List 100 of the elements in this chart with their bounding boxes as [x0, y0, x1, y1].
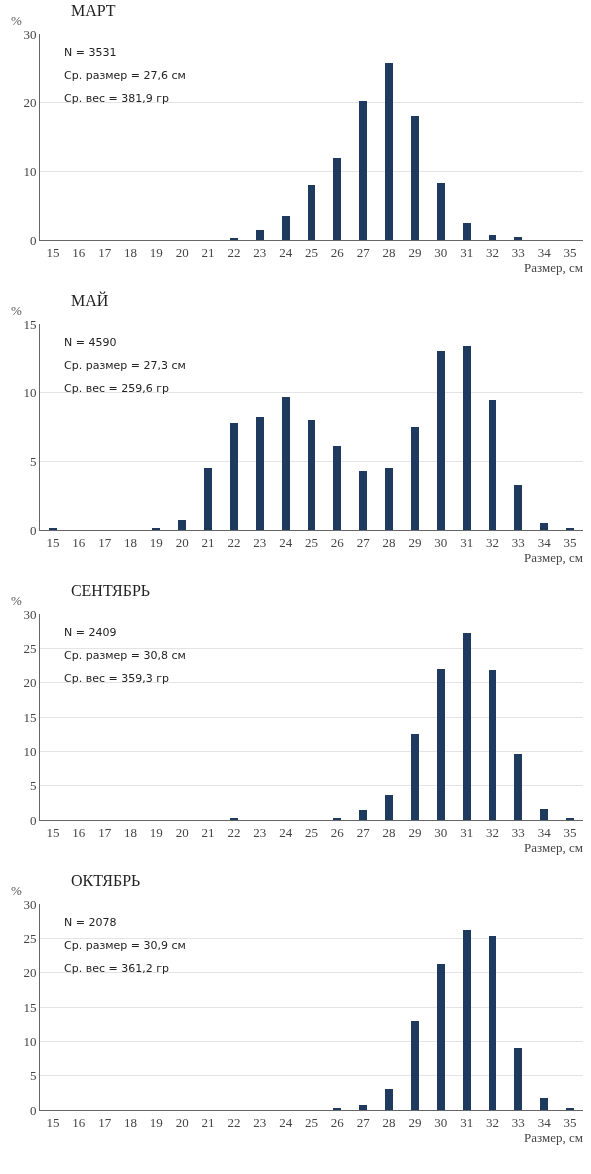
y-tick-label: 25 — [23, 640, 37, 656]
x-tick-label: 19 — [149, 1114, 163, 1130]
bar — [437, 964, 445, 1110]
x-tick-label: 34 — [537, 824, 552, 840]
bar — [437, 351, 445, 530]
bar — [282, 216, 290, 240]
bar — [489, 670, 496, 820]
x-tick-label: 21 — [201, 824, 215, 840]
y-tick-label: 5 — [29, 453, 37, 469]
annotation: N = 2078 — [64, 916, 117, 929]
annotation: Ср. вес = 361,2 гр — [64, 962, 169, 975]
annotation: Ср. размер = 30,9 см — [64, 939, 186, 952]
bar — [359, 810, 367, 820]
bar — [411, 427, 419, 530]
x-tick-label: 23 — [253, 824, 267, 840]
x-tick-label: 27 — [356, 534, 371, 550]
y-axis-title: % — [11, 303, 22, 318]
x-tick-label: 20 — [175, 534, 189, 550]
y-tick-label: 20 — [23, 95, 37, 111]
bar — [514, 237, 522, 240]
x-tick-label: 33 — [511, 244, 525, 260]
x-tick-label: 28 — [382, 1114, 396, 1130]
x-tick-label: 17 — [98, 1114, 112, 1130]
bar — [489, 400, 496, 530]
bar — [178, 520, 186, 530]
annotation: N = 3531 — [64, 46, 117, 59]
x-tick-label: 35 — [563, 824, 577, 840]
x-tick-label: 20 — [175, 244, 189, 260]
bar — [514, 754, 522, 820]
x-tick-label: 31 — [460, 824, 474, 840]
y-tick-label: 5 — [29, 1068, 37, 1084]
x-tick-label: 33 — [511, 534, 525, 550]
x-tick-label: 30 — [434, 534, 448, 550]
y-axis-title: % — [11, 883, 22, 898]
bar — [385, 63, 393, 240]
annotation: N = 2409 — [64, 626, 117, 639]
bar — [359, 101, 367, 240]
bar — [204, 468, 212, 530]
x-tick-label: 18 — [124, 244, 137, 260]
y-tick-label: 30 — [23, 26, 37, 42]
y-tick-label: 10 — [23, 163, 37, 179]
bar — [308, 185, 315, 240]
x-axis-title: Размер, см — [524, 839, 583, 855]
x-tick-label: 23 — [253, 534, 267, 550]
x-tick-label: 26 — [330, 244, 345, 260]
chart-title: МАЙ — [70, 290, 109, 309]
x-tick-label: 27 — [356, 1114, 371, 1130]
y-tick-label: 0 — [29, 812, 37, 828]
x-tick-label: 35 — [563, 244, 577, 260]
x-tick-label: 32 — [486, 534, 499, 550]
x-tick-label: 32 — [486, 824, 499, 840]
x-tick-label: 18 — [124, 1114, 137, 1130]
bar — [411, 116, 419, 240]
x-tick-label: 30 — [434, 1114, 448, 1130]
bar — [463, 930, 471, 1110]
x-tick-label: 28 — [382, 244, 396, 260]
x-tick-label: 15 — [46, 244, 60, 260]
bar — [540, 809, 548, 820]
x-tick-label: 15 — [46, 1114, 60, 1130]
x-tick-label: 22 — [227, 1114, 241, 1130]
y-tick-label: 0 — [29, 232, 37, 248]
x-tick-label: 16 — [72, 244, 86, 260]
bar — [514, 1048, 522, 1110]
bar — [230, 423, 238, 530]
bar — [489, 936, 496, 1110]
x-tick-label: 24 — [279, 534, 293, 550]
annotation: N = 4590 — [64, 336, 117, 349]
y-tick-label: 15 — [23, 999, 37, 1015]
x-tick-label: 35 — [563, 534, 577, 550]
bar — [308, 420, 315, 530]
y-tick-label: 30 — [23, 606, 37, 622]
annotation: Ср. вес = 381,9 гр — [64, 92, 169, 105]
y-tick-label: 15 — [23, 316, 37, 332]
x-tick-label: 24 — [279, 824, 293, 840]
x-axis-title: Размер, см — [524, 1129, 583, 1145]
x-tick-label: 25 — [305, 534, 318, 550]
bar — [333, 158, 341, 240]
chart-title: СЕНТЯБРЬ — [70, 581, 151, 599]
x-tick-label: 22 — [227, 824, 241, 840]
y-tick-label: 10 — [23, 1033, 37, 1049]
x-axis-title: Размер, см — [524, 259, 583, 275]
x-tick-label: 18 — [124, 534, 137, 550]
x-tick-label: 17 — [98, 534, 112, 550]
x-tick-label: 30 — [434, 244, 448, 260]
x-tick-label: 26 — [330, 824, 345, 840]
x-tick-label: 27 — [356, 244, 371, 260]
bar — [463, 223, 471, 240]
x-tick-label: 34 — [537, 534, 552, 550]
bar — [540, 523, 548, 530]
bar — [463, 633, 471, 820]
x-tick-label: 28 — [382, 824, 396, 840]
x-tick-label: 27 — [356, 824, 371, 840]
y-axis-title: % — [11, 593, 22, 608]
x-tick-label: 22 — [227, 244, 241, 260]
x-tick-label: 21 — [201, 1114, 215, 1130]
x-tick-label: 21 — [201, 534, 215, 550]
x-tick-label: 34 — [537, 1114, 552, 1130]
x-tick-label: 26 — [330, 1114, 345, 1130]
x-tick-label: 15 — [46, 824, 60, 840]
y-tick-label: 30 — [23, 896, 37, 912]
